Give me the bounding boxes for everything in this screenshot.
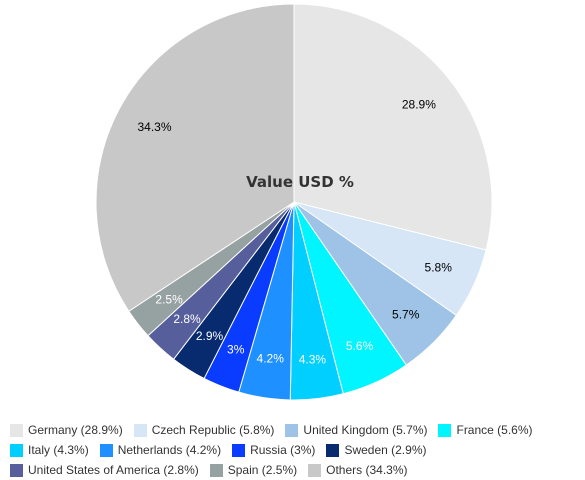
legend-item-france[interactable]: France (5.6%) [438,423,533,437]
legend-row: United States of America (2.8%) Spain (2.… [10,460,580,480]
legend-label: Czech Republic (5.8%) [151,423,275,437]
legend-item-spain[interactable]: Spain (2.5%) [209,463,298,477]
legend-label: United Kingdom (5.7%) [303,423,428,437]
legend-item-russia[interactable]: Russia (3%) [232,443,315,457]
slice-label-russia: 3% [227,342,245,356]
slice-label-czech-republic: 5.8% [425,261,453,275]
legend-swatch [285,423,299,437]
chart-title: Value USD % [246,173,354,191]
pie-slice-others [95,3,295,312]
legend-item-united-kingdom[interactable]: United Kingdom (5.7%) [285,423,427,437]
legend-swatch [10,423,23,437]
legend-item-italy[interactable]: Italy (4.3%) [10,443,89,457]
legend-label: France (5.6%) [456,423,533,437]
legend-label: United States of America (2.8%) [28,463,199,477]
legend-item-netherlands[interactable]: Netherlands (4.2%) [99,443,222,457]
legend-swatch [99,443,113,457]
legend-item-others[interactable]: Others (34.3%) [308,463,408,477]
legend-label: Others (34.3%) [326,463,408,477]
legend-item-germany[interactable]: Germany (28.9%) [10,423,123,437]
legend-item-united-states-of-america[interactable]: United States of America (2.8%) [10,463,199,477]
slice-label-france: 5.6% [346,339,374,353]
legend-label: Germany (28.9%) [28,423,123,437]
slice-label-spain: 2.5% [155,293,183,307]
legend-swatch [438,423,452,437]
slice-label-sweden: 2.9% [196,329,224,343]
legend-label: Sweden (2.9%) [344,443,427,457]
legend-row: Germany (28.9%) Czech Republic (5.8%) Unit… [10,420,580,440]
legend-item-czech-republic[interactable]: Czech Republic (5.8%) [133,423,275,437]
pie-slice-germany [293,3,493,251]
legend-swatch [308,463,322,477]
legend-swatch [133,423,147,437]
legend-label: Spain (2.5%) [227,463,298,477]
pie-chart-svg: 28.9% 5.8% 5.7% 5.6% 4.3% 4.2% 3%2.9% 2.8% 2.5% 3… [95,3,493,401]
legend-item-sweden[interactable]: Sweden (2.9%) [326,443,426,457]
slice-label-united-kingdom: 5.7% [392,307,420,321]
legend-label: Russia (3%) [250,443,316,457]
legend-row: Italy (4.3%) Netherlands (4.2%) Russia (3%… [10,440,580,460]
legend-swatch [326,443,340,457]
legend-swatch [10,463,23,477]
legend: Germany (28.9%) Czech Republic (5.8%) Unit… [10,420,580,480]
legend-swatch [10,443,23,457]
slice-label-netherlands: 4.2% [257,352,285,366]
slice-label-others: 34.3% [137,120,171,134]
slice-label-germany: 28.9% [402,98,436,112]
slice-label-united-states-of-america: 2.8% [173,312,201,326]
legend-swatch [232,443,246,457]
pie-slices [95,3,493,401]
slice-labels: 28.9% 5.8% 5.7% 5.6% 4.3% 4.2% 3%2.9% 2.8% 2.5% 3… [137,98,452,367]
legend-label: Netherlands (4.2%) [117,443,222,457]
legend-label: Italy (4.3%) [28,443,89,457]
slice-label-italy: 4.3% [299,352,327,366]
legend-swatch [209,463,223,477]
